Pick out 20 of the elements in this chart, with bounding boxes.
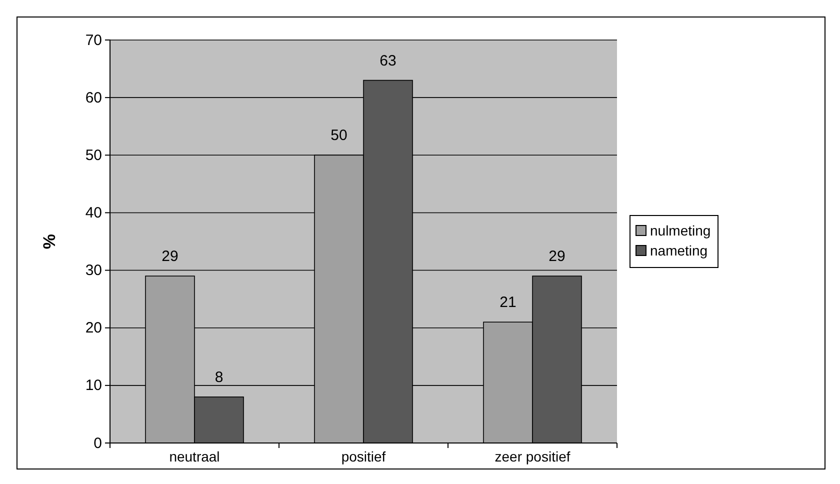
y-tick-label: 30 — [85, 262, 102, 280]
y-tick-label: 20 — [85, 320, 102, 337]
x-tick-label: zeer positief — [494, 448, 570, 464]
legend-label: nameting — [650, 242, 708, 258]
data-label: 29 — [162, 248, 178, 266]
data-label: 50 — [330, 127, 348, 144]
data-label: 8 — [214, 368, 224, 386]
y-tick-label: 70 — [85, 32, 102, 49]
x-tick-label: neutraal — [169, 448, 220, 464]
y-axis-title: % — [40, 234, 59, 250]
legend-label: nulmeting — [650, 222, 711, 238]
data-label: 21 — [500, 294, 516, 312]
y-tick-label: 40 — [85, 204, 102, 222]
y-tick-label: 50 — [85, 146, 102, 164]
data-label: 63 — [380, 52, 396, 70]
x-tick-label: positief — [341, 448, 386, 464]
y-tick-label: 60 — [85, 89, 102, 106]
y-tick-label: 0 — [94, 434, 102, 452]
y-tick-label: 10 — [85, 377, 102, 394]
data-label: 29 — [548, 248, 566, 266]
